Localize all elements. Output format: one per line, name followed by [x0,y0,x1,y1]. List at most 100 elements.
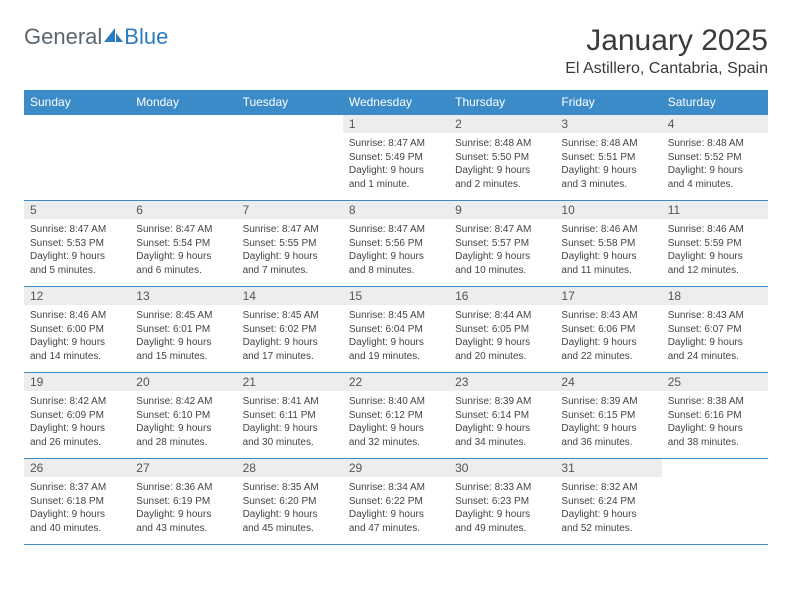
calendar-day-cell: 30Sunrise: 8:33 AMSunset: 6:23 PMDayligh… [449,459,555,545]
day-detail: Sunrise: 8:42 AMSunset: 6:09 PMDaylight:… [24,391,130,451]
day-number: 20 [130,373,236,391]
day-number: 28 [237,459,343,477]
calendar-day-cell [237,115,343,201]
calendar-day-cell: 22Sunrise: 8:40 AMSunset: 6:12 PMDayligh… [343,373,449,459]
day-detail: Sunrise: 8:46 AMSunset: 5:59 PMDaylight:… [662,219,768,279]
day-number: 5 [24,201,130,219]
day-header: Sunday [24,90,130,115]
day-detail: Sunrise: 8:44 AMSunset: 6:05 PMDaylight:… [449,305,555,365]
day-header-row: SundayMondayTuesdayWednesdayThursdayFrid… [24,90,768,115]
calendar-day-cell: 31Sunrise: 8:32 AMSunset: 6:24 PMDayligh… [555,459,661,545]
day-header: Monday [130,90,236,115]
day-detail: Sunrise: 8:45 AMSunset: 6:02 PMDaylight:… [237,305,343,365]
calendar-day-cell: 3Sunrise: 8:48 AMSunset: 5:51 PMDaylight… [555,115,661,201]
calendar-day-cell: 8Sunrise: 8:47 AMSunset: 5:56 PMDaylight… [343,201,449,287]
calendar-week-row: 12Sunrise: 8:46 AMSunset: 6:00 PMDayligh… [24,287,768,373]
header: General Blue January 2025 El Astillero, … [24,24,768,78]
day-number: 1 [343,115,449,133]
day-detail: Sunrise: 8:43 AMSunset: 6:06 PMDaylight:… [555,305,661,365]
calendar-week-row: 5Sunrise: 8:47 AMSunset: 5:53 PMDaylight… [24,201,768,287]
day-detail: Sunrise: 8:43 AMSunset: 6:07 PMDaylight:… [662,305,768,365]
day-number: 31 [555,459,661,477]
day-header: Wednesday [343,90,449,115]
calendar-day-cell: 7Sunrise: 8:47 AMSunset: 5:55 PMDaylight… [237,201,343,287]
logo-text-1: General [24,24,102,50]
calendar-day-cell: 14Sunrise: 8:45 AMSunset: 6:02 PMDayligh… [237,287,343,373]
day-detail: Sunrise: 8:47 AMSunset: 5:53 PMDaylight:… [24,219,130,279]
calendar-day-cell [130,115,236,201]
day-detail: Sunrise: 8:36 AMSunset: 6:19 PMDaylight:… [130,477,236,537]
day-number: 10 [555,201,661,219]
title-block: January 2025 El Astillero, Cantabria, Sp… [565,24,768,78]
calendar-day-cell: 4Sunrise: 8:48 AMSunset: 5:52 PMDaylight… [662,115,768,201]
day-detail: Sunrise: 8:39 AMSunset: 6:15 PMDaylight:… [555,391,661,451]
calendar-day-cell: 1Sunrise: 8:47 AMSunset: 5:49 PMDaylight… [343,115,449,201]
day-number: 2 [449,115,555,133]
day-detail: Sunrise: 8:48 AMSunset: 5:51 PMDaylight:… [555,133,661,193]
calendar-day-cell: 2Sunrise: 8:48 AMSunset: 5:50 PMDaylight… [449,115,555,201]
day-detail: Sunrise: 8:47 AMSunset: 5:54 PMDaylight:… [130,219,236,279]
day-number: 19 [24,373,130,391]
day-detail: Sunrise: 8:45 AMSunset: 6:01 PMDaylight:… [130,305,236,365]
day-header: Thursday [449,90,555,115]
day-detail: Sunrise: 8:45 AMSunset: 6:04 PMDaylight:… [343,305,449,365]
day-detail: Sunrise: 8:38 AMSunset: 6:16 PMDaylight:… [662,391,768,451]
day-number: 16 [449,287,555,305]
calendar-day-cell: 15Sunrise: 8:45 AMSunset: 6:04 PMDayligh… [343,287,449,373]
day-number [662,459,768,477]
day-number: 27 [130,459,236,477]
day-number: 14 [237,287,343,305]
day-number: 23 [449,373,555,391]
calendar-day-cell: 6Sunrise: 8:47 AMSunset: 5:54 PMDaylight… [130,201,236,287]
calendar-week-row: 26Sunrise: 8:37 AMSunset: 6:18 PMDayligh… [24,459,768,545]
day-number: 26 [24,459,130,477]
location: El Astillero, Cantabria, Spain [565,60,768,78]
day-header: Friday [555,90,661,115]
day-detail: Sunrise: 8:46 AMSunset: 5:58 PMDaylight:… [555,219,661,279]
calendar-week-row: 19Sunrise: 8:42 AMSunset: 6:09 PMDayligh… [24,373,768,459]
day-number: 13 [130,287,236,305]
month-title: January 2025 [565,24,768,58]
day-number [24,115,130,133]
calendar-day-cell: 12Sunrise: 8:46 AMSunset: 6:00 PMDayligh… [24,287,130,373]
calendar-day-cell: 23Sunrise: 8:39 AMSunset: 6:14 PMDayligh… [449,373,555,459]
day-detail: Sunrise: 8:42 AMSunset: 6:10 PMDaylight:… [130,391,236,451]
day-number: 15 [343,287,449,305]
day-detail: Sunrise: 8:47 AMSunset: 5:57 PMDaylight:… [449,219,555,279]
day-number: 29 [343,459,449,477]
calendar-day-cell: 10Sunrise: 8:46 AMSunset: 5:58 PMDayligh… [555,201,661,287]
calendar-day-cell [24,115,130,201]
day-number: 8 [343,201,449,219]
day-number: 17 [555,287,661,305]
day-detail: Sunrise: 8:32 AMSunset: 6:24 PMDaylight:… [555,477,661,537]
calendar-day-cell: 11Sunrise: 8:46 AMSunset: 5:59 PMDayligh… [662,201,768,287]
day-number [130,115,236,133]
calendar-day-cell: 19Sunrise: 8:42 AMSunset: 6:09 PMDayligh… [24,373,130,459]
day-detail: Sunrise: 8:41 AMSunset: 6:11 PMDaylight:… [237,391,343,451]
calendar-day-cell: 29Sunrise: 8:34 AMSunset: 6:22 PMDayligh… [343,459,449,545]
calendar-day-cell: 16Sunrise: 8:44 AMSunset: 6:05 PMDayligh… [449,287,555,373]
day-number [237,115,343,133]
day-number: 30 [449,459,555,477]
day-detail: Sunrise: 8:33 AMSunset: 6:23 PMDaylight:… [449,477,555,537]
calendar-day-cell: 27Sunrise: 8:36 AMSunset: 6:19 PMDayligh… [130,459,236,545]
day-number: 6 [130,201,236,219]
day-detail: Sunrise: 8:46 AMSunset: 6:00 PMDaylight:… [24,305,130,365]
day-header: Tuesday [237,90,343,115]
day-detail: Sunrise: 8:48 AMSunset: 5:50 PMDaylight:… [449,133,555,193]
day-number: 4 [662,115,768,133]
calendar-day-cell: 28Sunrise: 8:35 AMSunset: 6:20 PMDayligh… [237,459,343,545]
day-number: 21 [237,373,343,391]
day-number: 11 [662,201,768,219]
calendar-day-cell [662,459,768,545]
day-number: 24 [555,373,661,391]
day-detail: Sunrise: 8:47 AMSunset: 5:49 PMDaylight:… [343,133,449,193]
calendar-day-cell: 17Sunrise: 8:43 AMSunset: 6:06 PMDayligh… [555,287,661,373]
day-number: 7 [237,201,343,219]
day-detail: Sunrise: 8:48 AMSunset: 5:52 PMDaylight:… [662,133,768,193]
calendar-day-cell: 9Sunrise: 8:47 AMSunset: 5:57 PMDaylight… [449,201,555,287]
calendar-day-cell: 21Sunrise: 8:41 AMSunset: 6:11 PMDayligh… [237,373,343,459]
calendar-day-cell: 20Sunrise: 8:42 AMSunset: 6:10 PMDayligh… [130,373,236,459]
calendar-day-cell: 25Sunrise: 8:38 AMSunset: 6:16 PMDayligh… [662,373,768,459]
day-number: 3 [555,115,661,133]
